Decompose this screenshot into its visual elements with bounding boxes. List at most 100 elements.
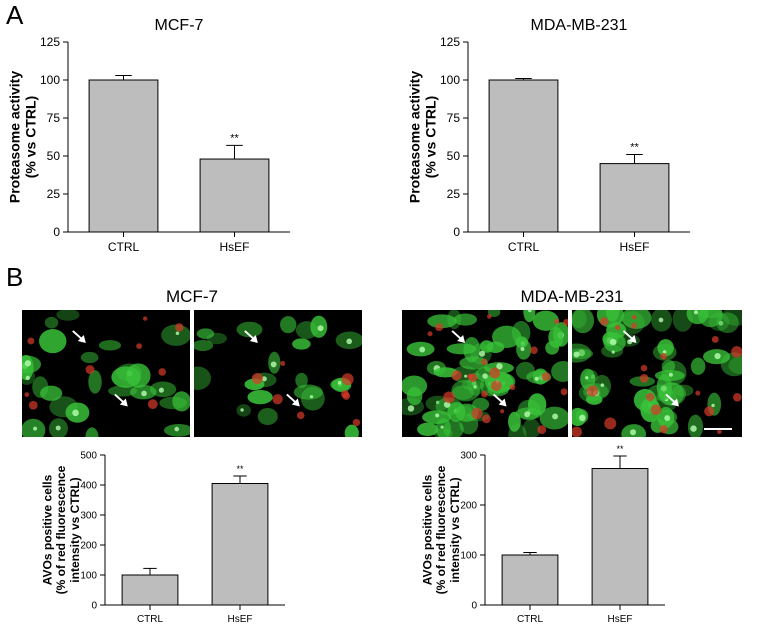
red-vesicle: [481, 358, 488, 366]
cell: [523, 310, 536, 323]
y-tick-label: 0: [53, 225, 60, 239]
nucleolus: [714, 352, 721, 360]
red-vesicle: [640, 364, 648, 372]
cell: [417, 422, 439, 437]
red-vesicle: [645, 392, 655, 402]
red-vesicle: [711, 335, 719, 343]
red-vesicle: [175, 323, 184, 332]
nucleolus: [25, 375, 30, 381]
cell: [280, 316, 297, 334]
nucleolus: [317, 325, 324, 332]
chart-title: MCF-7: [155, 17, 204, 34]
cell: [572, 310, 595, 334]
nucleolus: [693, 310, 699, 315]
x-tick-label: CTRL: [517, 614, 544, 625]
red-vesicle: [630, 322, 637, 329]
proteasome-chart-mcf7: MCF-7 0 25 50 75 100 125 Proteasome activity (% …: [0, 0, 300, 265]
cell: [427, 314, 457, 329]
nucleolus: [261, 376, 267, 382]
cell: [98, 340, 122, 351]
y-tick-label: 200: [460, 501, 477, 512]
significance-label: **: [616, 444, 624, 454]
cell: [194, 366, 212, 390]
red-vesicle: [85, 365, 95, 374]
arrow-marker: [72, 330, 86, 343]
red-vesicle: [24, 392, 30, 397]
proteasome-chart-mdamb231: MDA-MB-231 0 25 50 75 100 125 Proteasome activi…: [400, 0, 720, 265]
significance-label: **: [630, 141, 639, 153]
cell: [293, 384, 323, 400]
nucleolus: [346, 338, 353, 345]
nucleolus: [464, 374, 468, 378]
nucleolus: [573, 351, 580, 358]
red-vesicle: [482, 414, 491, 424]
nucleolus: [552, 413, 559, 420]
red-vesicle: [639, 373, 649, 383]
nucleolus: [72, 409, 79, 417]
bar-hsef: [211, 483, 269, 606]
cell: [672, 310, 693, 332]
arrow-marker: [451, 330, 466, 343]
bar-hsef: [199, 158, 270, 233]
x-tick-label: CTRL: [508, 240, 540, 254]
arrow-marker: [492, 393, 507, 407]
cell: [257, 407, 278, 425]
cell: [522, 418, 541, 437]
red-vesicle: [471, 407, 483, 420]
nucleolus: [664, 415, 671, 421]
arrow-marker: [665, 393, 679, 407]
nucleolus: [611, 350, 615, 354]
nucleolus: [630, 429, 637, 436]
y-tick-label: 75: [447, 111, 461, 125]
y-tick-label: 50: [47, 149, 61, 163]
y-tick-label: 0: [471, 601, 477, 612]
nucleolus: [407, 405, 415, 412]
cell: [443, 419, 464, 437]
cell: [585, 394, 603, 405]
cell: [572, 310, 587, 329]
cell: [39, 329, 67, 354]
red-vesicle: [136, 343, 142, 350]
arrow-marker: [114, 393, 128, 407]
nucleolus: [668, 372, 673, 377]
cell: [236, 321, 263, 338]
micrograph-title-mdamb231: MDA-MB-231: [520, 287, 624, 306]
cell: [406, 386, 423, 406]
cell: [344, 424, 359, 437]
y-tick-label: 50: [447, 149, 461, 163]
nucleolus: [158, 387, 164, 393]
cell: [295, 372, 308, 389]
y-axis-label: (% of red fluorescence: [434, 465, 448, 594]
arrow-marker: [244, 330, 258, 343]
chart-title: MDA-MB-231: [531, 17, 628, 34]
cell: [161, 324, 190, 346]
nucleolus: [600, 383, 605, 387]
nucleolus: [660, 385, 667, 392]
cell: [532, 310, 559, 331]
nucleolus: [478, 350, 486, 357]
cell: [108, 385, 138, 397]
cell: [672, 384, 694, 397]
nucleolus: [33, 426, 38, 431]
y-tick-label: 500: [80, 451, 97, 462]
cell: [708, 312, 730, 331]
y-tick-label: 300: [460, 451, 477, 462]
significance-label: **: [230, 132, 239, 144]
cell: [80, 351, 99, 364]
y-axis-label: AVOs positive cells: [420, 474, 434, 585]
y-tick-label: 75: [47, 111, 61, 125]
cell: [606, 322, 627, 339]
red-vesicle: [158, 368, 167, 376]
nucleolus: [473, 385, 477, 389]
red-vesicle: [251, 372, 263, 385]
x-tick-label: HsEF: [620, 240, 650, 254]
cell: [551, 361, 568, 382]
red-vesicle: [342, 392, 351, 400]
cell: [451, 379, 480, 402]
cell: [657, 339, 674, 357]
bar-ctrl: [88, 79, 159, 233]
y-tick-label: 0: [453, 225, 460, 239]
red-vesicle: [468, 373, 478, 383]
red-vesicle: [481, 390, 488, 398]
nucleolus: [309, 395, 314, 399]
